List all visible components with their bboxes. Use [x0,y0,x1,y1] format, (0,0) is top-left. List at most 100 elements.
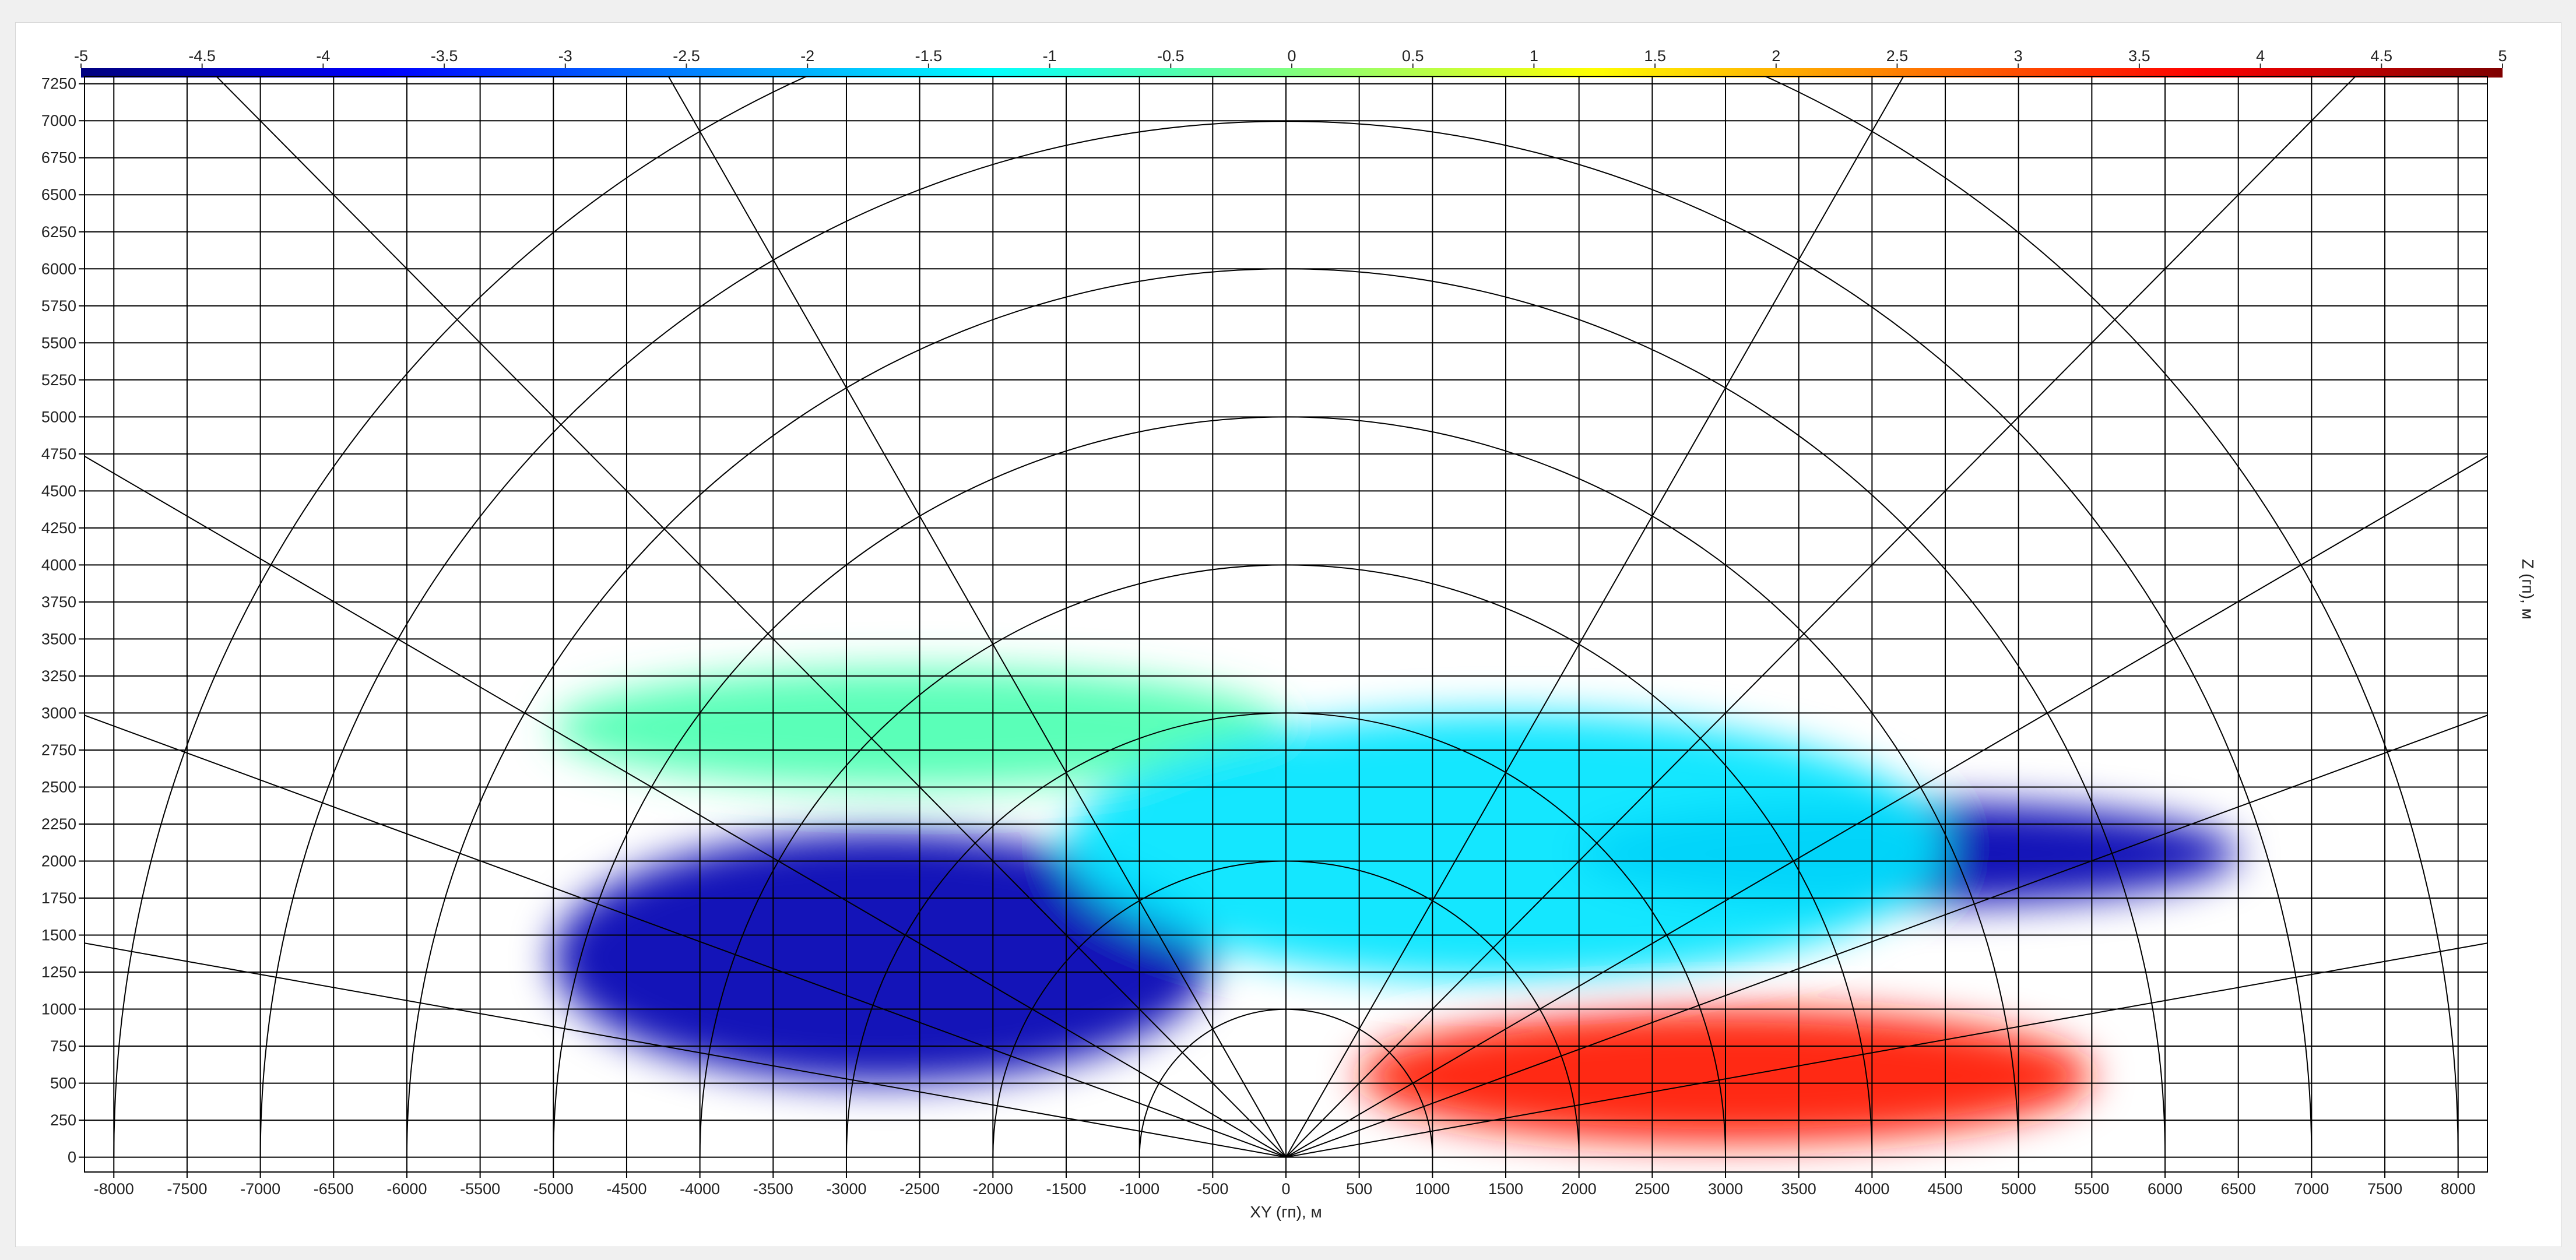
y-tick-label: 1500 [41,927,76,944]
y-tick-label: 1750 [41,889,76,907]
y-tick-label: 4000 [41,556,76,573]
x-tick-label: 500 [1346,1180,1372,1198]
x-tick-label: -2000 [973,1180,1013,1198]
y-tick-label: 2750 [41,741,76,759]
colorbar-tick-label: -3.5 [431,47,458,65]
x-tick-label: 0 [1281,1180,1290,1198]
azimuth-line [1285,76,2357,1158]
y-tick-label: 2000 [41,852,76,870]
azimuth-line [85,455,1287,1158]
x-tick-label: 3000 [1708,1180,1743,1198]
x-tick-label: -4000 [680,1180,720,1198]
azimuth-line [85,942,1287,1158]
colorbar-tick-label: 5 [2498,47,2507,65]
radar-heatmap-chart: -5 -4.5 -4 -3.5 -3 -2.5 -2 -1.5 -1 -0.5 0 0.5 1 1.5 2 2… [41,47,2537,1221]
x-tick-label: 1000 [1415,1180,1450,1198]
range-ring [1138,1009,1433,1157]
x-tick-label: -6500 [314,1180,354,1198]
range-ring [259,120,2313,1157]
colorbar-tick-label: 2.5 [1886,47,1909,65]
x-tick-label: -6000 [386,1180,427,1198]
x-tick-label: -500 [1197,1180,1228,1198]
y-tick-label: 250 [50,1111,76,1129]
x-tick-label: -3000 [826,1180,866,1198]
colorbar-tick-label: 1 [1530,47,1538,65]
y-tick-label: 500 [50,1075,76,1092]
y-tick-label: 3500 [41,630,76,647]
azimuth-line [667,76,1287,1158]
y-tick-label: 750 [50,1037,76,1055]
y-tick-label: 5500 [41,334,76,351]
x-tick-label: -5500 [460,1180,500,1198]
colorbar-tick-label: -2 [800,47,814,65]
y-tick-label: 7000 [41,112,76,129]
colorbar-gradient [81,68,2503,78]
colorbar-tick-label: 3 [2014,47,2023,65]
x-tick-label: 2000 [1562,1180,1597,1198]
azimuth-line [215,76,1287,1158]
y-tick-label: 4250 [41,519,76,537]
y-tick-label: 7250 [41,75,76,93]
colorbar-tick-label: -1 [1043,47,1057,65]
y-tick-label: 1000 [41,1001,76,1018]
x-tick-label: 3500 [1781,1180,1816,1198]
colorbar-tick-label: 1.5 [1644,47,1666,65]
y-tick-label: 4750 [41,445,76,463]
y-tick-label: 6750 [41,149,76,167]
azimuth-line [85,715,1287,1158]
colorbar-tick-label: -1.5 [915,47,943,65]
x-tick-label: 5500 [2074,1180,2109,1198]
y-tick-label: 2250 [41,815,76,833]
x-tick-label: 5000 [2001,1180,2036,1198]
polar-overlay [85,76,2487,1158]
y-tick-label: 6000 [41,260,76,277]
x-tick-label: 2500 [1635,1180,1670,1198]
colorbar-tick-label: -0.5 [1157,47,1185,65]
plot-window: -5 -4.5 -4 -3.5 -3 -2.5 -2 -1.5 -1 -0.5 0 0.5 1 1.5 2 2… [15,22,2561,1247]
azimuth-line [1285,715,2487,1158]
x-tick-label: 8000 [2441,1180,2476,1198]
y-tick-label: 3000 [41,704,76,721]
x-tick-label: 4500 [1928,1180,1963,1198]
x-tick-label: 6000 [2148,1180,2183,1198]
axes: -8000 -7500 -7000 -6500 -6000 -5500 -5000 -4500… [41,75,2537,1221]
y-tick-label: 1250 [41,963,76,981]
colorbar-tick-label: -2.5 [673,47,700,65]
azimuth-line [1285,76,1904,1158]
y-tick-label: 2500 [41,778,76,796]
colorbar-tick-label: -4 [316,47,330,65]
y-tick-label: 6250 [41,223,76,241]
x-tick-label: 7500 [2367,1180,2402,1198]
x-tick-label: 4000 [1854,1180,1889,1198]
range-ring [699,564,1873,1157]
colorbar-tick-label: 2 [1772,47,1780,65]
colorbar-tick-label: 0 [1287,47,1296,65]
y-tick-label: 0 [68,1149,76,1166]
colorbar-tick-label: 4.5 [2371,47,2393,65]
x-tick-label: -7000 [240,1180,280,1198]
azimuth-line [1285,942,2487,1158]
x-tick-label: 6500 [2221,1180,2256,1198]
y-tick-label: 4500 [41,482,76,499]
grid-lines [85,76,2487,1172]
azimuth-line [1285,455,2487,1158]
colorbar-tick-label: -5 [74,47,88,65]
y-tick-label: 5750 [41,297,76,315]
y-axis-title: Z (гп), м [2519,559,2537,620]
x-tick-label: -1000 [1119,1180,1159,1198]
x-tick-label: -2500 [899,1180,940,1198]
colorbar-tick-label: -4.5 [188,47,216,65]
colorbar-tick-label: 0.5 [1402,47,1424,65]
x-tick-label: 1500 [1488,1180,1523,1198]
x-tick-label: -5000 [533,1180,574,1198]
colorbar-tick-label: 3.5 [2128,47,2150,65]
y-tick-label: 3750 [41,593,76,611]
x-tick-label: 7000 [2294,1180,2329,1198]
y-tick-label: 3250 [41,667,76,685]
field-region [553,831,1213,1083]
y-tick-label: 5000 [41,408,76,425]
colorbar-tick-label: -3 [558,47,572,65]
x-tick-label: -7500 [167,1180,207,1198]
y-tick-label: 6500 [41,186,76,203]
x-tick-label: -8000 [94,1180,134,1198]
